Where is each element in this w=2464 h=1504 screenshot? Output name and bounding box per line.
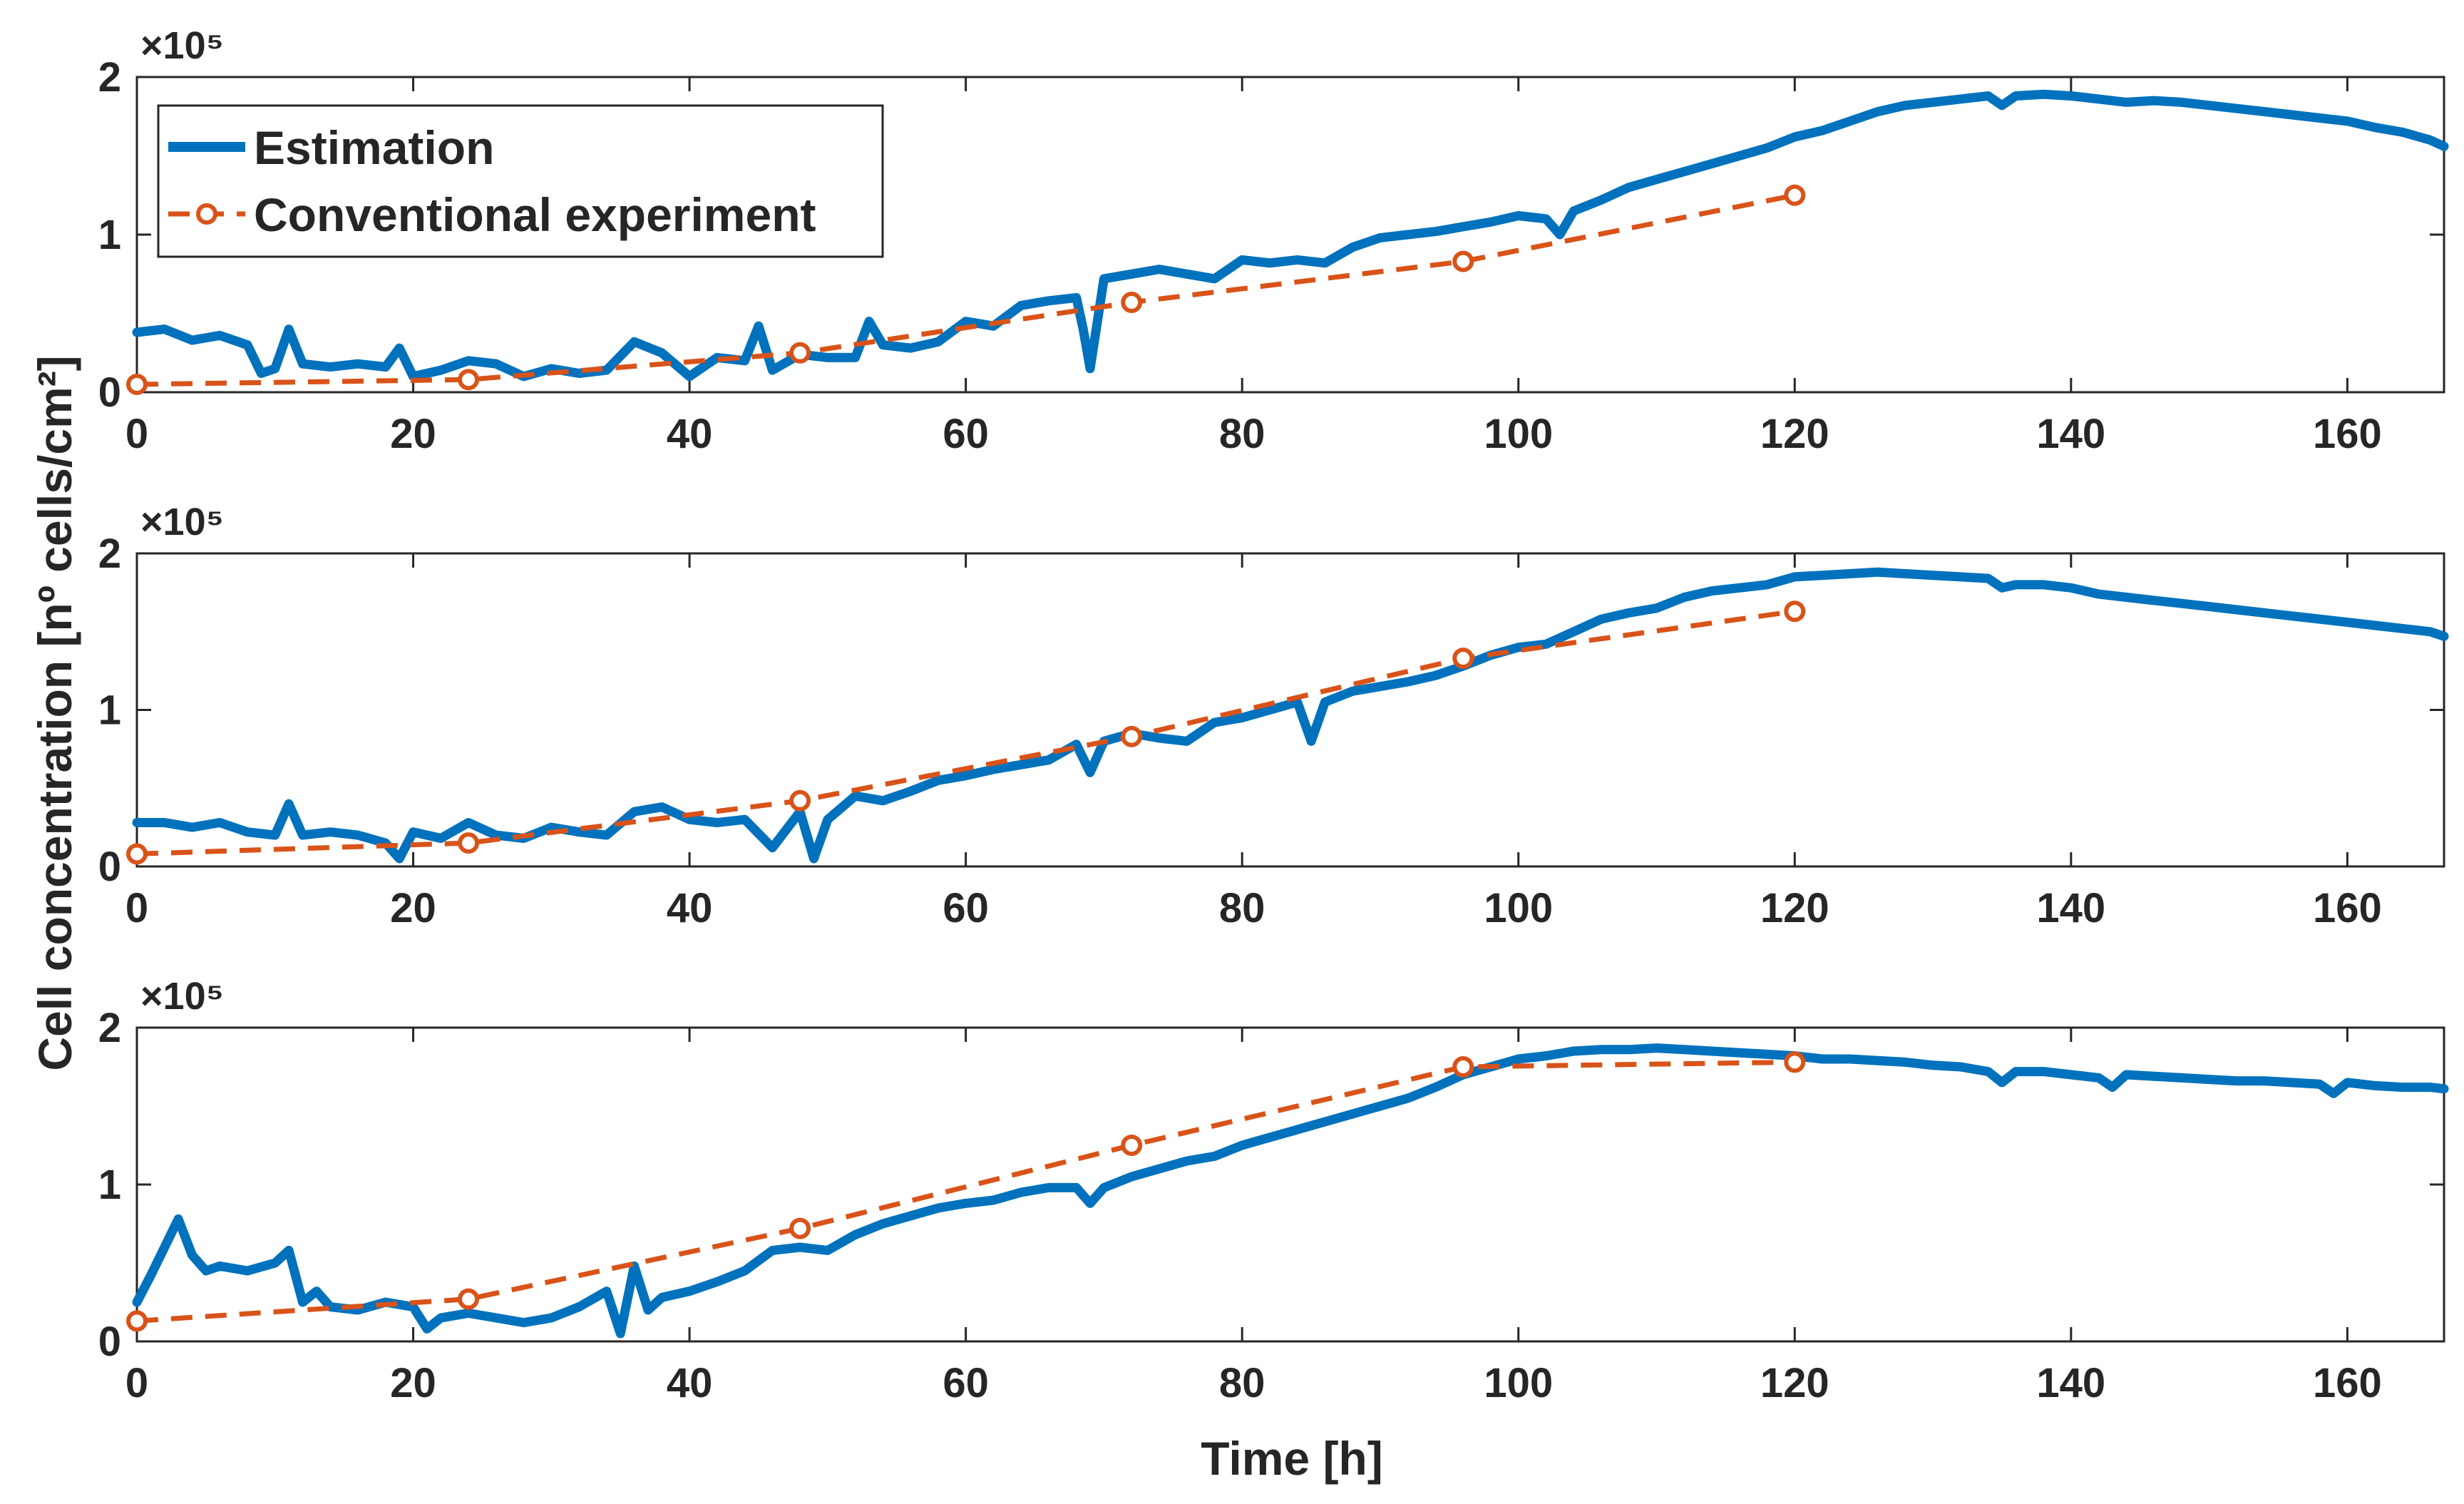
x-tick-label: 0 <box>125 885 148 931</box>
estimation-line <box>132 567 2449 864</box>
y-exponent-label: ×10⁵ <box>140 24 224 67</box>
x-tick-label: 80 <box>1219 885 1266 931</box>
panel-2-frame <box>135 552 2445 868</box>
experiment-point <box>1784 1051 1806 1073</box>
x-tick-label: 0 <box>125 411 148 457</box>
experiment-point <box>126 843 148 865</box>
x-tick-label: 140 <box>2036 411 2105 457</box>
x-tick-label: 160 <box>2313 1360 2382 1406</box>
x-tick-label: 20 <box>390 411 436 457</box>
x-tick-label: 100 <box>1484 1360 1553 1406</box>
y-exponent-label: ×10⁵ <box>140 975 224 1018</box>
x-tick-label: 160 <box>2313 885 2382 931</box>
experiment-point <box>789 1217 811 1239</box>
x-tick-label: 140 <box>2036 885 2105 931</box>
x-tick-label: 160 <box>2313 411 2382 457</box>
y-tick-label: 1 <box>98 687 121 734</box>
experiment-point <box>1452 1056 1474 1078</box>
y-tick-label: 1 <box>98 212 121 258</box>
experiment-point <box>458 832 480 854</box>
x-tick-label: 60 <box>943 411 989 457</box>
panel-3: 0 20 40 60 80 100 120 140 160 0 1 2 ×10⁵ <box>98 975 2449 1406</box>
panel-2: 0 20 40 60 80 100 120 140 160 0 1 2 ×10⁵ <box>98 501 2449 931</box>
x-tick-label: 60 <box>943 885 989 931</box>
x-tick-label: 40 <box>667 411 713 457</box>
y-tick-label: 2 <box>98 54 121 101</box>
x-tick-label: 20 <box>390 885 436 931</box>
experiment-point <box>126 1310 148 1332</box>
y-tick-label: 2 <box>98 531 121 577</box>
y-exponent-label: ×10⁵ <box>140 501 224 543</box>
estimation-line <box>132 1043 2449 1339</box>
estimation-line <box>132 89 2449 382</box>
y-tick-label: 0 <box>98 844 121 890</box>
y-axis-label: Cell concentration [nº cells/cm²] <box>29 355 81 1070</box>
experiment-point <box>458 369 480 391</box>
x-tick-label: 0 <box>125 1360 148 1406</box>
x-tick-label: 100 <box>1484 885 1553 931</box>
experiment-point <box>1784 600 1806 623</box>
panel-1: 0 20 40 60 80 100 120 140 160 0 1 2 ×10⁵ <box>98 24 2449 457</box>
x-tick-label: 120 <box>1760 1360 1829 1406</box>
x-tick-label: 60 <box>943 1360 989 1406</box>
legend-experiment-marker <box>196 203 217 225</box>
experiment-point <box>1121 292 1143 314</box>
experiment-line <box>136 193 1795 387</box>
x-tick-label: 120 <box>1760 885 1829 931</box>
y-tick-label: 0 <box>98 369 121 416</box>
y-tick-label: 1 <box>98 1162 121 1208</box>
y-tick-label: 0 <box>98 1319 121 1365</box>
legend-box <box>157 104 884 258</box>
x-tick-label: 80 <box>1219 411 1266 457</box>
experiment-line <box>136 608 1795 856</box>
x-tick-label: 40 <box>667 885 713 931</box>
x-tick-label: 100 <box>1484 411 1553 457</box>
legend-experiment-label: Conventional experiment <box>254 188 816 241</box>
experiment-point <box>1452 648 1474 670</box>
experiment-point <box>1121 725 1143 747</box>
experiment-point <box>1784 184 1806 206</box>
legend: Estimation Conventional experiment <box>157 104 884 258</box>
x-tick-label: 140 <box>2036 1360 2105 1406</box>
x-tick-label: 40 <box>667 1360 713 1406</box>
x-tick-label: 20 <box>390 1360 436 1406</box>
x-axis-label: Time [h] <box>1201 1432 1382 1485</box>
experiment-point <box>789 342 811 364</box>
experiment-point <box>126 373 148 395</box>
y-tick-label: 2 <box>98 1005 121 1051</box>
experiment-point <box>789 789 811 812</box>
experiment-point <box>1121 1135 1143 1156</box>
legend-estimation-label: Estimation <box>254 121 494 174</box>
experiment-line <box>136 1059 1795 1324</box>
x-tick-label: 120 <box>1760 411 1829 457</box>
x-tick-label: 80 <box>1219 1360 1266 1406</box>
experiment-point <box>458 1288 480 1310</box>
experiment-point <box>1452 250 1474 272</box>
